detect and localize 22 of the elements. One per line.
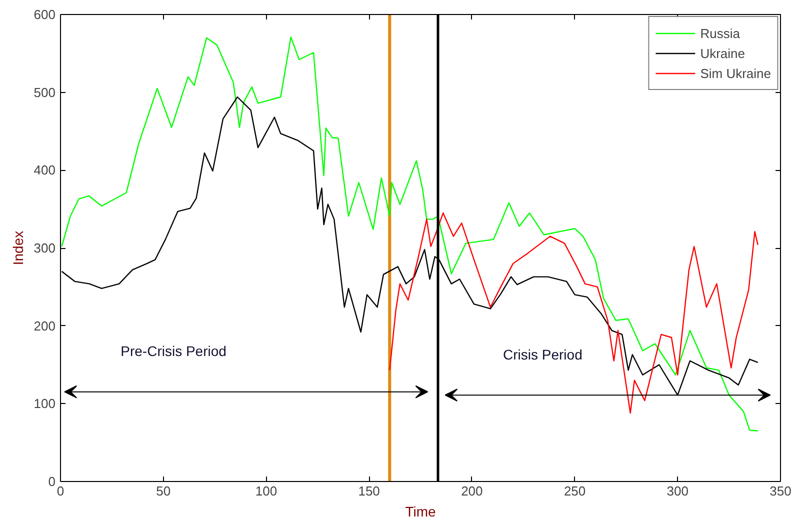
y-tick-label: 600 bbox=[34, 7, 56, 22]
x-tick-label: 150 bbox=[358, 484, 380, 498]
legend-label: Russia bbox=[700, 26, 740, 40]
y-tick-label: 400 bbox=[34, 162, 56, 178]
x-tick-label: 100 bbox=[255, 484, 278, 498]
x-tick-label: 50 bbox=[156, 484, 171, 498]
x-tick-label: 300 bbox=[666, 484, 688, 498]
x-tick-label: 200 bbox=[461, 484, 483, 498]
x-tick-label: 250 bbox=[564, 484, 586, 498]
y-tick-label: 500 bbox=[34, 84, 56, 100]
annotation: Pre-Crisis Period bbox=[120, 343, 226, 360]
line-series bbox=[389, 212, 758, 414]
y-tick-label: 200 bbox=[34, 318, 56, 334]
legend-label: Ukraine bbox=[700, 46, 745, 60]
y-axis-title: Index bbox=[10, 230, 26, 266]
x-axis-title: Time bbox=[405, 504, 436, 520]
annotation: Crisis Period bbox=[503, 346, 582, 362]
y-tick-label: 300 bbox=[34, 240, 56, 256]
y-tick-label: 100 bbox=[34, 396, 56, 412]
x-tick-label: 350 bbox=[770, 484, 792, 498]
legend-label: Sim Ukraine bbox=[700, 66, 771, 80]
y-tick-label: 0 bbox=[48, 474, 56, 489]
